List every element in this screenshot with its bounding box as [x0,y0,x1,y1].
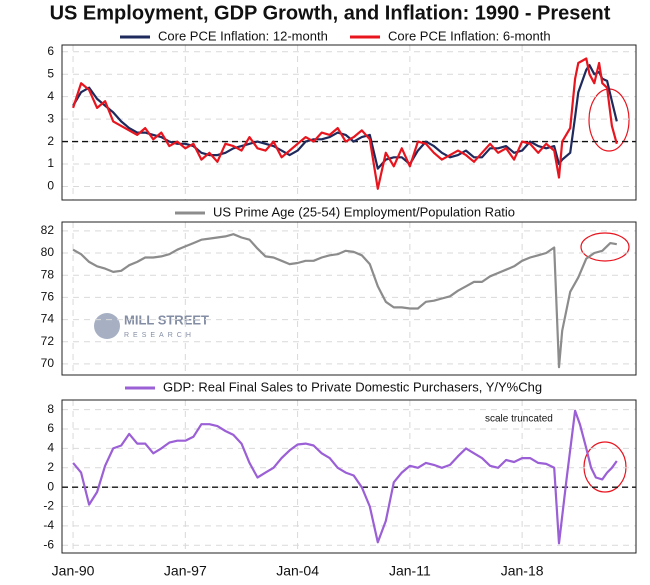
chart-title: US Employment, GDP Growth, and Inflation… [50,2,611,24]
y-tick-label: -2 [43,499,54,513]
x-tick-label: Jan-90 [52,563,95,579]
annotation: scale truncated [485,414,553,425]
x-tick-label: Jan-04 [276,563,319,579]
y-tick-label: 76 [41,290,55,304]
logo-subtext: RESEARCH [124,332,195,339]
y-tick-label: 78 [41,267,55,281]
y-tick-label: 8 [47,402,54,416]
y-tick-label: 1 [47,156,54,170]
y-tick-label: -6 [43,537,54,551]
logo: MILL STREET RESEARCH [94,312,209,339]
x-tick-label: Jan-97 [164,563,207,579]
y-tick-label: 72 [41,334,55,348]
y-tick-label: 74 [41,312,55,326]
x-tick-label: Jan-11 [389,563,431,579]
highlight-ellipse [580,232,630,262]
y-tick-label: 2 [47,134,54,148]
series-line [72,409,618,545]
legend-label: GDP: Real Final Sales to Private Domesti… [163,379,542,394]
legend-label: Core PCE Inflation: 12-month [158,28,328,43]
logo-globe [94,313,120,339]
x-tick-label: Jan-18 [501,563,544,579]
y-tick-label: 3 [47,111,54,125]
series-line [72,233,617,369]
legend-label: Core PCE Inflation: 6-month [388,28,551,43]
plots: 0 1 2 3 4 5 6 Core PCE Inflation: 12-month Core … [41,28,637,579]
plot-frame [61,221,637,376]
series-line [72,64,618,170]
y-tick-label: 0 [47,479,54,493]
y-tick-label: 6 [47,44,54,58]
plot-frame [61,44,637,201]
legend-label: US Prime Age (25-54) Employment/Populati… [213,204,515,219]
plot-frame [61,399,637,554]
y-tick-label: 2 [47,460,54,474]
y-tick-label: 4 [47,441,54,455]
y-tick-label: 82 [41,223,55,237]
y-tick-label: 4 [47,89,54,103]
y-tick-label: 0 [47,179,54,193]
y-tick-label: 80 [41,245,55,259]
series-line [72,57,618,190]
y-tick-label: 6 [47,421,54,435]
y-tick-label: 70 [41,356,55,370]
y-tick-label: 5 [47,66,54,80]
highlight-ellipse [583,441,627,493]
y-tick-label: -4 [43,518,54,532]
